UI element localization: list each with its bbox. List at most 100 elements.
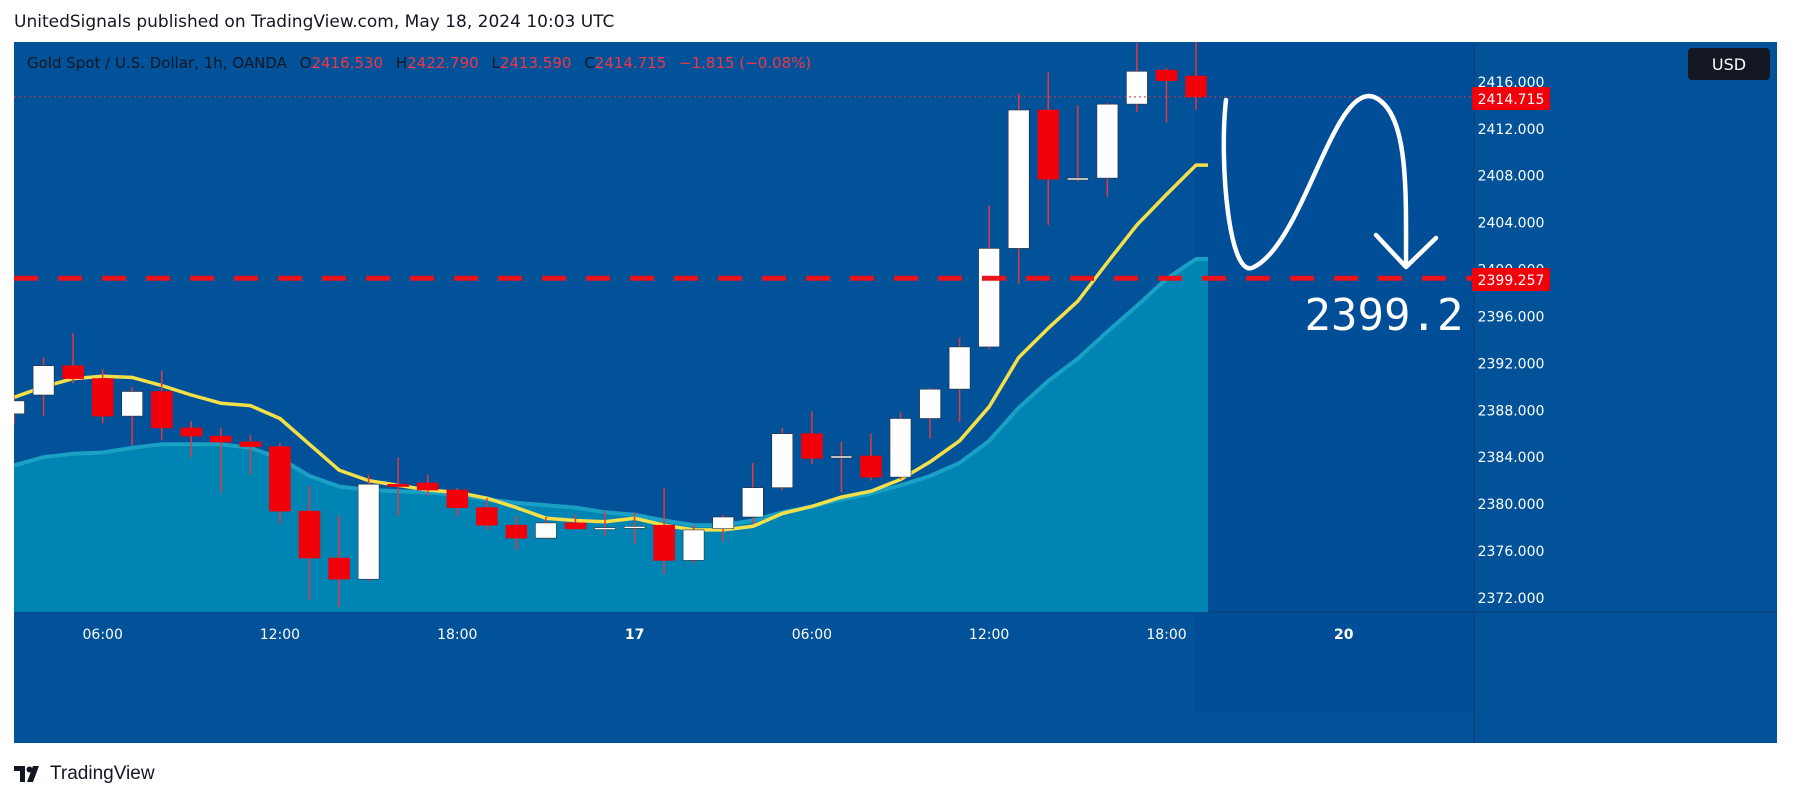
- target-annotation: 2399.2: [1305, 290, 1464, 341]
- candle-body: [1185, 75, 1207, 98]
- candle-body: [564, 522, 587, 530]
- candle-body: [830, 455, 853, 459]
- tradingview-brand[interactable]: TradingView: [50, 763, 155, 784]
- y-tick-label: 2372.000: [1478, 591, 1545, 607]
- candle: [387, 457, 410, 516]
- candle: [830, 441, 853, 493]
- candle-body: [180, 427, 203, 437]
- y-tick-label: 2416.000: [1478, 75, 1545, 91]
- chart-background: [14, 42, 1777, 743]
- time-axis[interactable]: 06:00 12:00 18:00 17 06:00 12:00 18:00 20: [83, 627, 1354, 643]
- ohlc-legend[interactable]: Gold Spot / U.S. Dollar, 1h, OANDA O2416…: [27, 54, 811, 72]
- close-key: C: [584, 54, 595, 72]
- candle-body: [1037, 109, 1060, 180]
- y-tick-label: 2392.000: [1478, 356, 1545, 372]
- y-tick-label: 2396.000: [1478, 309, 1545, 325]
- fast-ma-line: [14, 163, 1208, 532]
- candle: [1007, 93, 1030, 284]
- candle: [1096, 103, 1119, 197]
- open-value: 2416.530: [311, 54, 384, 72]
- candle-body: [948, 346, 971, 390]
- tradingview-logo-icon[interactable]: [14, 764, 44, 784]
- change-value: −1.815 (−0.08%): [679, 54, 812, 72]
- y-tick-label: 2388.000: [1478, 403, 1545, 419]
- forecast-arrow-icon: [1221, 93, 1439, 271]
- slow-ma-line: [14, 257, 1208, 528]
- x-tick-label: 12:00: [260, 627, 300, 643]
- candle-body: [505, 524, 528, 539]
- price-axis[interactable]: 2416.0002412.0002408.0002404.0002400.000…: [1478, 75, 1545, 607]
- candle: [564, 514, 587, 530]
- candle: [741, 463, 764, 524]
- candle-body: [741, 487, 764, 518]
- candle: [1185, 42, 1207, 110]
- candle-body: [535, 522, 557, 539]
- target-price-label: 2399.257: [1478, 273, 1545, 289]
- candle-body: [771, 433, 794, 489]
- candle: [475, 498, 498, 530]
- candles: [14, 42, 1207, 608]
- candle: [298, 486, 321, 601]
- chart-frame[interactable]: 2399.2 2416.000 2412.000 2408.000 2404.000 2…: [14, 42, 1777, 743]
- candle-body: [978, 248, 1000, 348]
- symbol-label[interactable]: Gold Spot / U.S. Dollar, 1h, OANDA: [27, 54, 287, 72]
- candle: [416, 474, 439, 496]
- x-tick-label: 20: [1334, 627, 1354, 643]
- candle: [1037, 72, 1060, 225]
- candle: [62, 332, 84, 384]
- candle-body: [682, 529, 705, 561]
- candle-body: [1007, 109, 1030, 249]
- currency-button[interactable]: USD: [1688, 48, 1770, 80]
- x-tick-label: 18:00: [1146, 627, 1186, 643]
- candle: [1126, 43, 1148, 113]
- candle-body: [594, 527, 616, 530]
- forecast-path: [1221, 93, 1409, 271]
- candle: [505, 515, 528, 550]
- candle: [180, 420, 203, 458]
- x-tick-label: 06:00: [83, 627, 123, 643]
- candle: [210, 427, 232, 493]
- high-value: 2422.790: [407, 54, 479, 72]
- candle-body: [860, 455, 882, 478]
- candle-body: [653, 524, 675, 561]
- candle-body: [1155, 69, 1178, 82]
- candle-body: [919, 388, 941, 419]
- candle: [535, 517, 557, 540]
- current-price-tag-bg: [1472, 87, 1550, 110]
- candle-body: [121, 391, 143, 417]
- future-area-background: [1194, 42, 1474, 712]
- x-tick-label: 06:00: [792, 627, 832, 643]
- candle: [446, 487, 469, 516]
- candle-body: [298, 510, 321, 559]
- price-chart[interactable]: 2399.2 2416.000 2412.000 2408.000 2404.000 2…: [14, 42, 1777, 743]
- candle: [328, 515, 350, 608]
- candle: [653, 487, 675, 575]
- candle-body: [475, 507, 498, 526]
- candle-body: [1067, 177, 1089, 181]
- footer: TradingView: [14, 762, 155, 786]
- close-value: 2414.715: [594, 54, 667, 72]
- candle: [594, 511, 616, 536]
- candle-body: [416, 482, 439, 491]
- candle: [712, 514, 735, 542]
- candle: [948, 337, 971, 422]
- candle: [1067, 105, 1089, 182]
- y-tick-label: 2404.000: [1478, 216, 1545, 232]
- publisher-line: UnitedSignals published on TradingView.c…: [14, 12, 615, 32]
- candle: [32, 357, 55, 417]
- candle-body: [32, 365, 55, 396]
- y-tick-label: 2408.000: [1478, 169, 1545, 185]
- candle-body: [357, 483, 380, 580]
- candle: [771, 427, 794, 490]
- candle-body: [62, 365, 84, 379]
- y-tick-label: 2384.000: [1478, 450, 1545, 466]
- candle: [121, 386, 143, 446]
- candle: [682, 525, 705, 564]
- moving-average-lines: [14, 163, 1208, 532]
- candle-body: [623, 526, 646, 529]
- candle-body: [151, 391, 173, 429]
- candle-body: [269, 446, 291, 512]
- target-level-line: [14, 96, 1474, 281]
- x-tick-label: 17: [625, 627, 644, 643]
- candle-body: [91, 378, 114, 417]
